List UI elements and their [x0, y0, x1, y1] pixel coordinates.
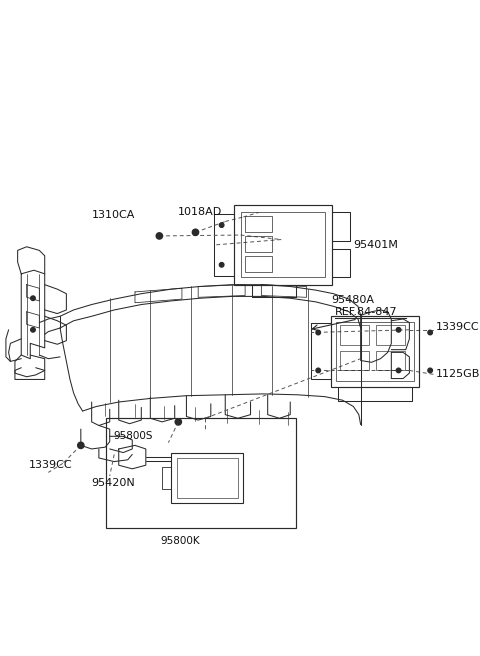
- Text: 1018AD: 1018AD: [178, 207, 222, 217]
- Circle shape: [316, 330, 321, 335]
- Text: 95420N: 95420N: [92, 478, 135, 488]
- Circle shape: [192, 229, 199, 236]
- Circle shape: [31, 296, 35, 300]
- Text: 1125GB: 1125GB: [435, 369, 480, 379]
- Circle shape: [219, 262, 224, 267]
- Circle shape: [428, 330, 432, 335]
- Bar: [331, 316, 420, 386]
- Bar: [234, 205, 332, 285]
- Circle shape: [219, 223, 224, 228]
- Circle shape: [428, 368, 432, 373]
- Bar: [245, 216, 272, 232]
- Circle shape: [396, 368, 401, 373]
- Text: 1339CC: 1339CC: [435, 322, 479, 332]
- Text: 95480A: 95480A: [331, 295, 374, 305]
- Bar: [171, 453, 243, 503]
- Text: 95401M: 95401M: [353, 240, 398, 250]
- Text: 1339CC: 1339CC: [28, 461, 72, 470]
- Bar: [336, 321, 414, 381]
- Circle shape: [396, 327, 401, 332]
- Circle shape: [175, 419, 181, 425]
- Bar: [376, 350, 405, 371]
- Bar: [245, 256, 272, 272]
- Circle shape: [156, 233, 163, 239]
- Circle shape: [31, 327, 35, 332]
- Bar: [177, 458, 238, 498]
- Bar: [245, 236, 272, 252]
- Bar: [376, 325, 405, 345]
- Bar: [340, 325, 369, 345]
- Bar: [106, 419, 296, 528]
- Circle shape: [316, 368, 321, 373]
- Text: 95800K: 95800K: [160, 535, 200, 546]
- Circle shape: [78, 442, 84, 449]
- Bar: [241, 213, 324, 277]
- Bar: [340, 350, 369, 371]
- Text: 1310CA: 1310CA: [92, 210, 135, 220]
- Text: REF.84-847: REF.84-847: [336, 307, 398, 317]
- Text: 95800S: 95800S: [113, 431, 153, 441]
